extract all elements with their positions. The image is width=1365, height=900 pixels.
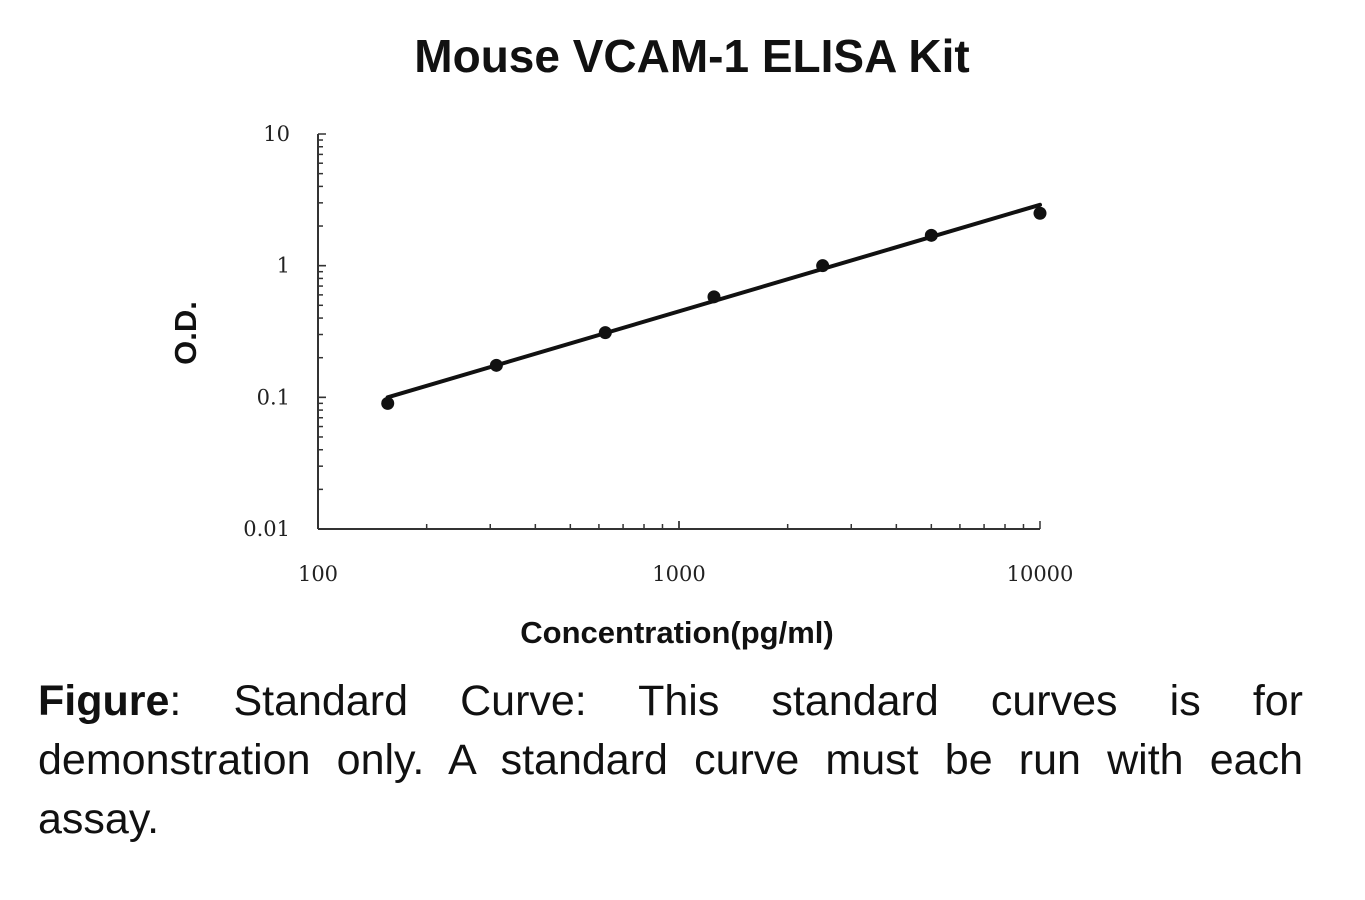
y-axis-title: O.D. — [168, 301, 203, 365]
data-point — [707, 290, 721, 304]
x-tick-label: 10000 — [1007, 562, 1074, 586]
data-point — [924, 228, 938, 242]
x-tick-label: 100 — [298, 562, 338, 586]
x-tick-labels: 100 1000 10000 — [298, 562, 1073, 586]
caption-text: : Standard Curve: This standard curves i… — [38, 677, 1303, 843]
data-points — [381, 206, 1047, 410]
data-point — [1033, 206, 1047, 220]
caption-label: Figure — [38, 677, 170, 725]
data-point — [598, 326, 612, 340]
axes — [317, 133, 1041, 530]
data-point — [381, 396, 395, 410]
data-point — [816, 259, 830, 273]
y-tick-label: 0.01 — [243, 517, 290, 541]
y-tick-label: 10 — [263, 122, 290, 146]
x-axis-title: Concentration(pg/ml) — [520, 615, 833, 650]
standard-curve-chart: Mouse VCAM-1 ELISA Kit 100 1000 10000 1010… — [168, 30, 1073, 650]
data-point — [489, 358, 503, 372]
chart-title: Mouse VCAM-1 ELISA Kit — [414, 30, 969, 82]
x-tick-label: 1000 — [652, 562, 705, 586]
y-tick-label: 1 — [277, 254, 290, 278]
figure-caption: Figure: Standard Curve: This standard cu… — [38, 672, 1303, 849]
y-tick-labels: 10 1 0.1 0.01 — [243, 122, 290, 541]
y-tick-label: 0.1 — [257, 385, 290, 409]
